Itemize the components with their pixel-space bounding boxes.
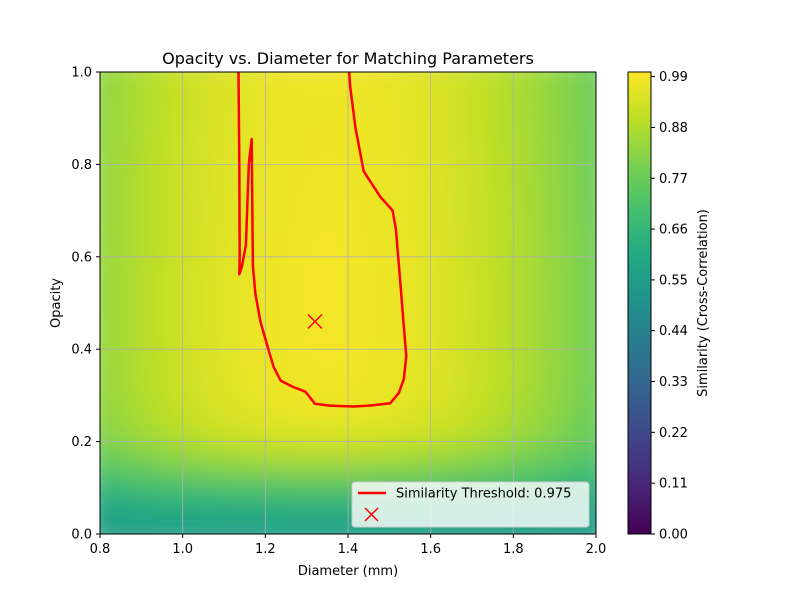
colorbar-ticks: 0.00 0.11 0.22 0.33 0.44 0.55 0.66 0.77 0.88 0.99 [651, 70, 688, 543]
y-axis: 0.0 0.2 0.4 0.6 0.8 1.0 [71, 66, 100, 543]
colorbar-label: Similarity (Cross-Correlation) [696, 209, 711, 397]
legend-marker-swatch [364, 507, 379, 522]
x-tick-label: 1.4 [338, 542, 359, 557]
colorbar: 0.00 0.11 0.22 0.33 0.44 0.55 0.66 0.77 0.88 0.99… [627, 70, 711, 543]
best-match-marker [307, 313, 323, 330]
colorbar-gradient [627, 71, 652, 535]
colorbar-tick-label: 0.66 [659, 223, 688, 238]
y-axis-label: Opacity [49, 278, 64, 328]
contour-line [237, 72, 408, 408]
colorbar-tick-label: 0.44 [659, 324, 688, 339]
y-tick-label: 0.2 [71, 435, 92, 450]
x-axis: 0.8 1.0 1.2 1.4 1.6 1.8 2.0 [90, 534, 607, 557]
legend-contour-label: Similarity Threshold: 0.975 [396, 487, 571, 502]
y-tick-label: 0.6 [71, 250, 92, 265]
x-tick-label: 1.6 [420, 542, 441, 557]
colorbar-tick-label: 0.33 [659, 375, 688, 390]
x-tick-label: 2.0 [586, 542, 607, 557]
colorbar-tick-label: 0.11 [659, 477, 688, 492]
x-tick-label: 1.2 [255, 542, 276, 557]
chart-title: Opacity vs. Diameter for Matching Parame… [162, 49, 534, 68]
y-tick-label: 0.0 [71, 528, 92, 543]
x-tick-label: 1.8 [503, 542, 524, 557]
colorbar-tick-label: 0.88 [659, 121, 688, 136]
heatmap [100, 72, 596, 534]
colorbar-tick-label: 0.77 [659, 172, 688, 187]
colorbar-tick-label: 0.55 [659, 273, 688, 288]
y-tick-label: 1.0 [71, 66, 92, 81]
colorbar-tick-label: 0.99 [659, 70, 688, 85]
colorbar-tick-label: 0.00 [659, 528, 688, 543]
x-axis-label: Diameter (mm) [298, 564, 398, 579]
legend: Similarity Threshold: 0.975 [351, 481, 590, 528]
colorbar-tick-label: 0.22 [659, 426, 688, 441]
y-tick-label: 0.8 [71, 158, 92, 173]
legend-box [351, 481, 590, 528]
x-tick-label: 0.8 [90, 542, 111, 557]
y-tick-label: 0.4 [71, 343, 92, 358]
x-tick-label: 1.0 [172, 542, 193, 557]
